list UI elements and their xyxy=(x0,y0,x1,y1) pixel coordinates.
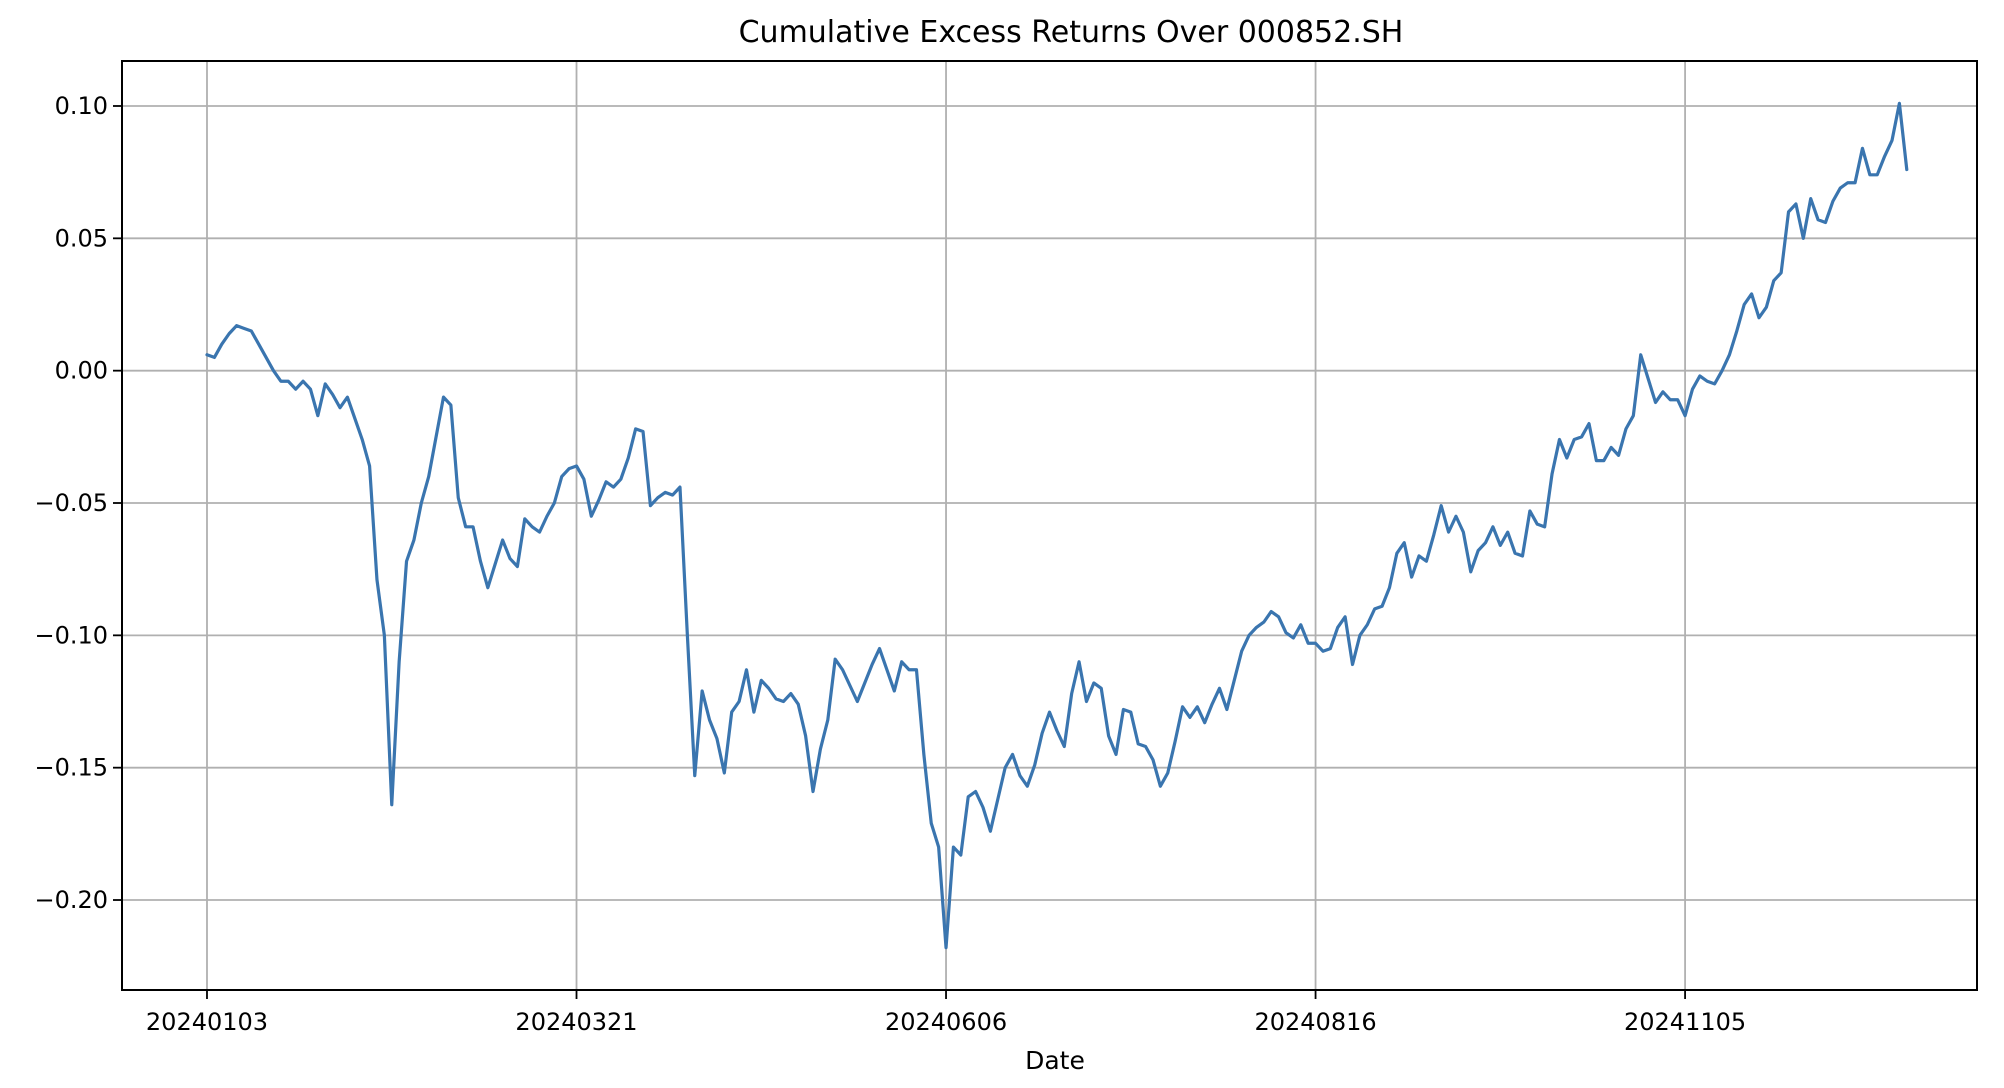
y-tick-label: −0.05 xyxy=(34,489,108,517)
plot-frame xyxy=(121,60,1978,991)
axis-ticks: 20240103 20240321 20240606 20240816 20241105… xyxy=(34,92,1746,1036)
x-tick-label: 20241105 xyxy=(1624,1008,1746,1036)
y-tick-label: 0.05 xyxy=(55,224,108,252)
x-tick-label: 20240816 xyxy=(1254,1008,1376,1036)
y-tick-label: −0.20 xyxy=(34,886,108,914)
y-tick-label: −0.10 xyxy=(34,621,108,649)
x-axis-label: Date xyxy=(1025,1046,1085,1075)
x-tick-label: 20240103 xyxy=(146,1008,268,1036)
series-line xyxy=(205,101,1909,950)
y-tick-label: −0.15 xyxy=(34,754,108,782)
chart-title: Cumulative Excess Returns Over 000852.SH xyxy=(739,15,1404,50)
y-tick-label: 0.10 xyxy=(55,92,108,120)
y-tick-label: 0.00 xyxy=(55,357,108,385)
series-layer xyxy=(205,101,1909,950)
x-tick-label: 20240606 xyxy=(885,1008,1007,1036)
x-tick-label: 20240321 xyxy=(515,1008,637,1036)
grid xyxy=(122,61,1977,990)
